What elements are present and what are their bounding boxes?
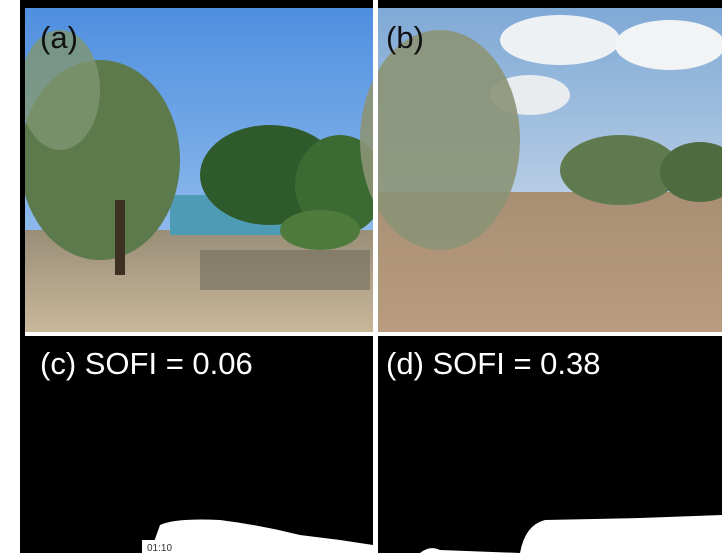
panel-label: (c) SOFI = 0.06 [40, 346, 253, 381]
divider [20, 332, 722, 336]
photo-b [360, 8, 722, 332]
panel-label: (b) [386, 20, 424, 55]
video-frame: (a) (b) (c) SOFI = 0.06 (d) SOFI = 0.38 … [0, 0, 722, 553]
panel-label: (d) SOFI = 0.38 [386, 346, 601, 381]
divider [373, 0, 378, 553]
photo-a [20, 8, 385, 332]
border [20, 8, 25, 553]
panel-label: (a) [40, 20, 78, 55]
page: (a) (b) (c) SOFI = 0.06 (d) SOFI = 0.38 … [0, 0, 722, 553]
timestamp: 01:10 [147, 543, 172, 553]
